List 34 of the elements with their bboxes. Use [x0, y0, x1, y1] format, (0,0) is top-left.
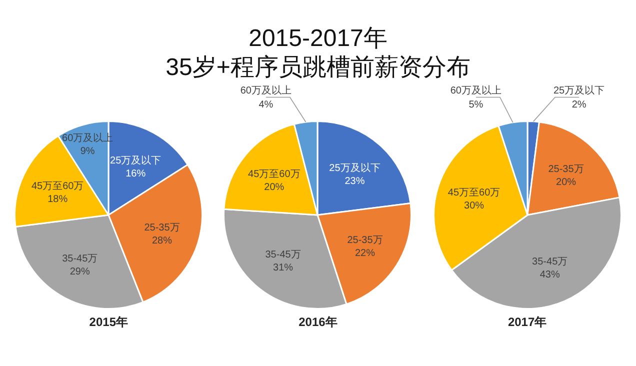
data-label: 4% [259, 99, 274, 110]
slice-label: 35-45万 [62, 253, 98, 264]
data-label: 43% [540, 270, 560, 281]
data-label: 9% [80, 146, 96, 157]
text: 2015年 [89, 314, 128, 331]
data-label: 29% [70, 266, 90, 278]
data-label: 22% [355, 248, 376, 260]
text: 2016年 [298, 314, 338, 331]
data-label: 28% [152, 235, 172, 246]
text: 2017年 [508, 314, 547, 331]
slice-label: 35-45万 [266, 249, 302, 260]
data-label: 20% [264, 182, 285, 194]
slice-label: 45万至60万 [32, 181, 84, 192]
slice-label: 45万至60万 [248, 169, 301, 180]
text: 2015-2017年 [248, 24, 388, 53]
data-label: 23% [345, 176, 366, 187]
data-label: 5% [468, 99, 484, 110]
slice-label: 25万及以下 [110, 154, 162, 167]
data-label: 31% [274, 262, 294, 274]
slice-label: 25-35万 [144, 222, 180, 234]
data-label: 30% [464, 200, 484, 212]
text: 35岁+程序员跳槽前薪资分布 [164, 53, 472, 82]
data-label: 2% [572, 99, 586, 110]
slice-label: 45万至60万 [448, 188, 500, 199]
data-label: 16% [126, 168, 146, 180]
data-label: 20% [556, 176, 576, 188]
slice-label: 25万及以下 [553, 84, 604, 96]
slice-label: 60万及以上 [240, 84, 292, 96]
slice-label: 25-35万 [548, 164, 584, 175]
slice-label: 25-35万 [348, 235, 384, 246]
slice-label: 35-45万 [532, 256, 568, 268]
slice-label: 60万及以上 [450, 84, 502, 96]
data-label: 18% [48, 194, 68, 206]
slice-label: 25万及以下 [330, 162, 381, 174]
